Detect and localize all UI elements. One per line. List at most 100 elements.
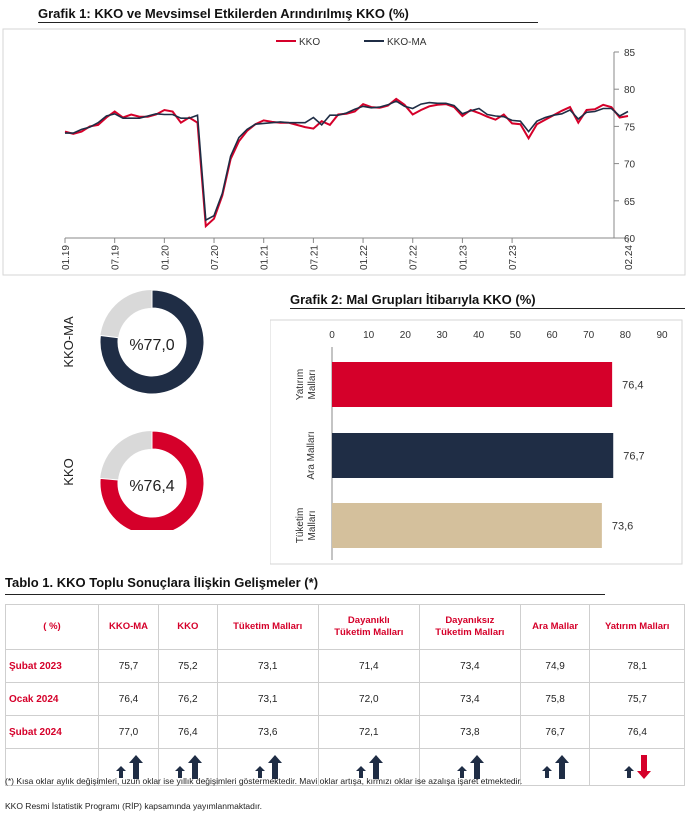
table-title-underline — [5, 594, 605, 595]
footnote-arrows: (*) Kısa oklar aylık değişimleri, uzun o… — [5, 776, 523, 786]
table-cell: 76,7 — [519, 715, 591, 749]
chart1-title: Grafik 1: KKO ve Mevsimsel Etkilerden Ar… — [38, 6, 409, 21]
table-cell: 76,4 — [158, 715, 218, 749]
x-tick-label: 07.22 — [409, 245, 420, 270]
y-tick-label: 75 — [624, 122, 636, 133]
y-tick-label: 60 — [624, 234, 636, 245]
monthly-arrow-up-icon — [174, 765, 185, 778]
donut-value-arc — [99, 430, 205, 530]
table-cell: 75,7 — [589, 682, 685, 716]
category-label: Malları — [307, 510, 318, 540]
yearly-arrow-up-icon — [128, 754, 143, 779]
series-kko-ma-line — [65, 100, 629, 222]
table-row: Şubat 2024 77,0 76,4 73,6 72,1 73,8 76,7… — [5, 715, 685, 749]
legend-kko-label: KKO — [299, 37, 320, 48]
y-tick-label: 65 — [624, 197, 636, 208]
row-label: Ocak 2024 — [5, 682, 99, 716]
x-tick-label: 07.21 — [309, 245, 320, 270]
bar — [332, 503, 602, 548]
yearly-arrow-up-icon — [267, 754, 282, 779]
table-cell: 73,1 — [216, 649, 319, 683]
donut-kko-label: KKO — [61, 458, 76, 485]
change-arrows — [542, 754, 570, 779]
x-tick-label: 40 — [473, 330, 485, 341]
monthly-arrow-up-icon — [355, 765, 366, 778]
chart1-line-chart: KKO KKO-MA 60 65 70 75 80 85 01.19 07.19 01.20 0… — [2, 28, 686, 276]
row-label: Şubat 2024 — [5, 715, 99, 749]
footnote-program: KKO Resmi İstatistik Programı (RİP) kaps… — [5, 801, 262, 811]
header-cell: Dayanıklı Tüketim Malları — [317, 604, 420, 650]
arrow-cell — [418, 748, 521, 786]
table-cell — [5, 748, 99, 786]
table-cell: 71,4 — [317, 649, 420, 683]
table-cell: 72,1 — [317, 715, 420, 749]
header-cell: Yatırım Malları — [589, 604, 685, 650]
donut-kko-ma — [99, 289, 205, 395]
header-cell: Tüketim Malları — [216, 604, 319, 650]
x-tick-label: 01.19 — [61, 245, 72, 270]
x-tick-label: 01.23 — [458, 245, 469, 270]
monthly-arrow-up-icon — [624, 765, 635, 778]
table-header-row: ( %) KKO-MA KKO Tüketim Malları Dayanıkl… — [5, 604, 685, 650]
yearly-arrow-up-icon — [368, 754, 383, 779]
arrow-cell — [317, 748, 420, 786]
y-tick-label: 85 — [624, 48, 636, 59]
monthly-arrow-up-icon — [542, 765, 553, 778]
donut-kko-ma-center: %77,0 — [129, 337, 174, 354]
table-cell: 76,4 — [97, 682, 160, 716]
change-arrows — [254, 754, 282, 779]
table-title: Tablo 1. KKO Toplu Sonuçlara İlişkin Gel… — [5, 575, 319, 590]
y-tick-label: 80 — [624, 85, 636, 96]
donut-value-arc — [99, 289, 205, 395]
table-cell: 74,9 — [519, 649, 591, 683]
x-tick-label: 50 — [510, 330, 522, 341]
x-tick-label: 07.23 — [508, 245, 519, 270]
table-cell: 73,1 — [216, 682, 319, 716]
bar-value-label: 73,6 — [612, 521, 633, 533]
x-tick-label: 01.22 — [359, 245, 370, 270]
chart2-title: Grafik 2: Mal Grupları İtibarıyla KKO (%… — [290, 292, 536, 307]
x-tick-label: 02.24 — [624, 245, 635, 270]
monthly-arrow-up-icon — [115, 765, 126, 778]
change-arrows — [456, 754, 484, 779]
category-label: Yatırım — [295, 369, 306, 400]
header-cell: KKO-MA — [97, 604, 160, 650]
table-row: Ocak 2024 76,4 76,2 73,1 72,0 73,4 75,8 … — [5, 682, 685, 716]
table-cell: 78,1 — [589, 649, 685, 683]
kko-results-table: ( %) KKO-MA KKO Tüketim Malları Dayanıkl… — [5, 604, 685, 786]
x-tick-label: 70 — [583, 330, 595, 341]
monthly-arrow-up-icon — [254, 765, 265, 778]
header-cell: KKO — [158, 604, 218, 650]
category-label: Tüketim — [295, 508, 306, 544]
change-arrows — [355, 754, 383, 779]
x-tick-label: 20 — [400, 330, 412, 341]
bar-value-label: 76,7 — [623, 451, 644, 463]
x-tick-label: 0 — [329, 330, 335, 341]
donut-kko — [99, 430, 205, 530]
bar — [332, 433, 614, 478]
table-cell: 75,7 — [97, 649, 160, 683]
arrow-cell — [589, 748, 685, 786]
table-row: Şubat 2023 75,7 75,2 73,1 71,4 73,4 74,9… — [5, 649, 685, 683]
bar-value-label: 76,4 — [622, 380, 643, 392]
monthly-arrow-up-icon — [456, 765, 467, 778]
bar — [332, 362, 613, 407]
x-tick-label: 01.21 — [260, 245, 271, 270]
x-tick-label: 80 — [620, 330, 632, 341]
change-arrows — [174, 754, 202, 779]
header-cell: Ara Mallar — [519, 604, 591, 650]
chart1-frame — [2, 28, 686, 276]
yearly-arrow-up-icon — [469, 754, 484, 779]
yearly-arrow-up-icon — [555, 754, 570, 779]
table-cell: 73,8 — [418, 715, 521, 749]
donut-kko-ma-label: KKO-MA — [61, 316, 76, 368]
chart2-title-underline — [290, 308, 685, 309]
x-tick-label: 07.19 — [111, 245, 122, 270]
y-tick-label: 70 — [624, 160, 636, 171]
table-cell: 77,0 — [97, 715, 160, 749]
chart1-title-underline — [38, 22, 538, 23]
header-cell: ( %) — [5, 604, 99, 650]
row-label: Şubat 2023 — [5, 649, 99, 683]
donut-charts: KKO-MA KKO %77,0 %76,4 — [61, 289, 205, 530]
